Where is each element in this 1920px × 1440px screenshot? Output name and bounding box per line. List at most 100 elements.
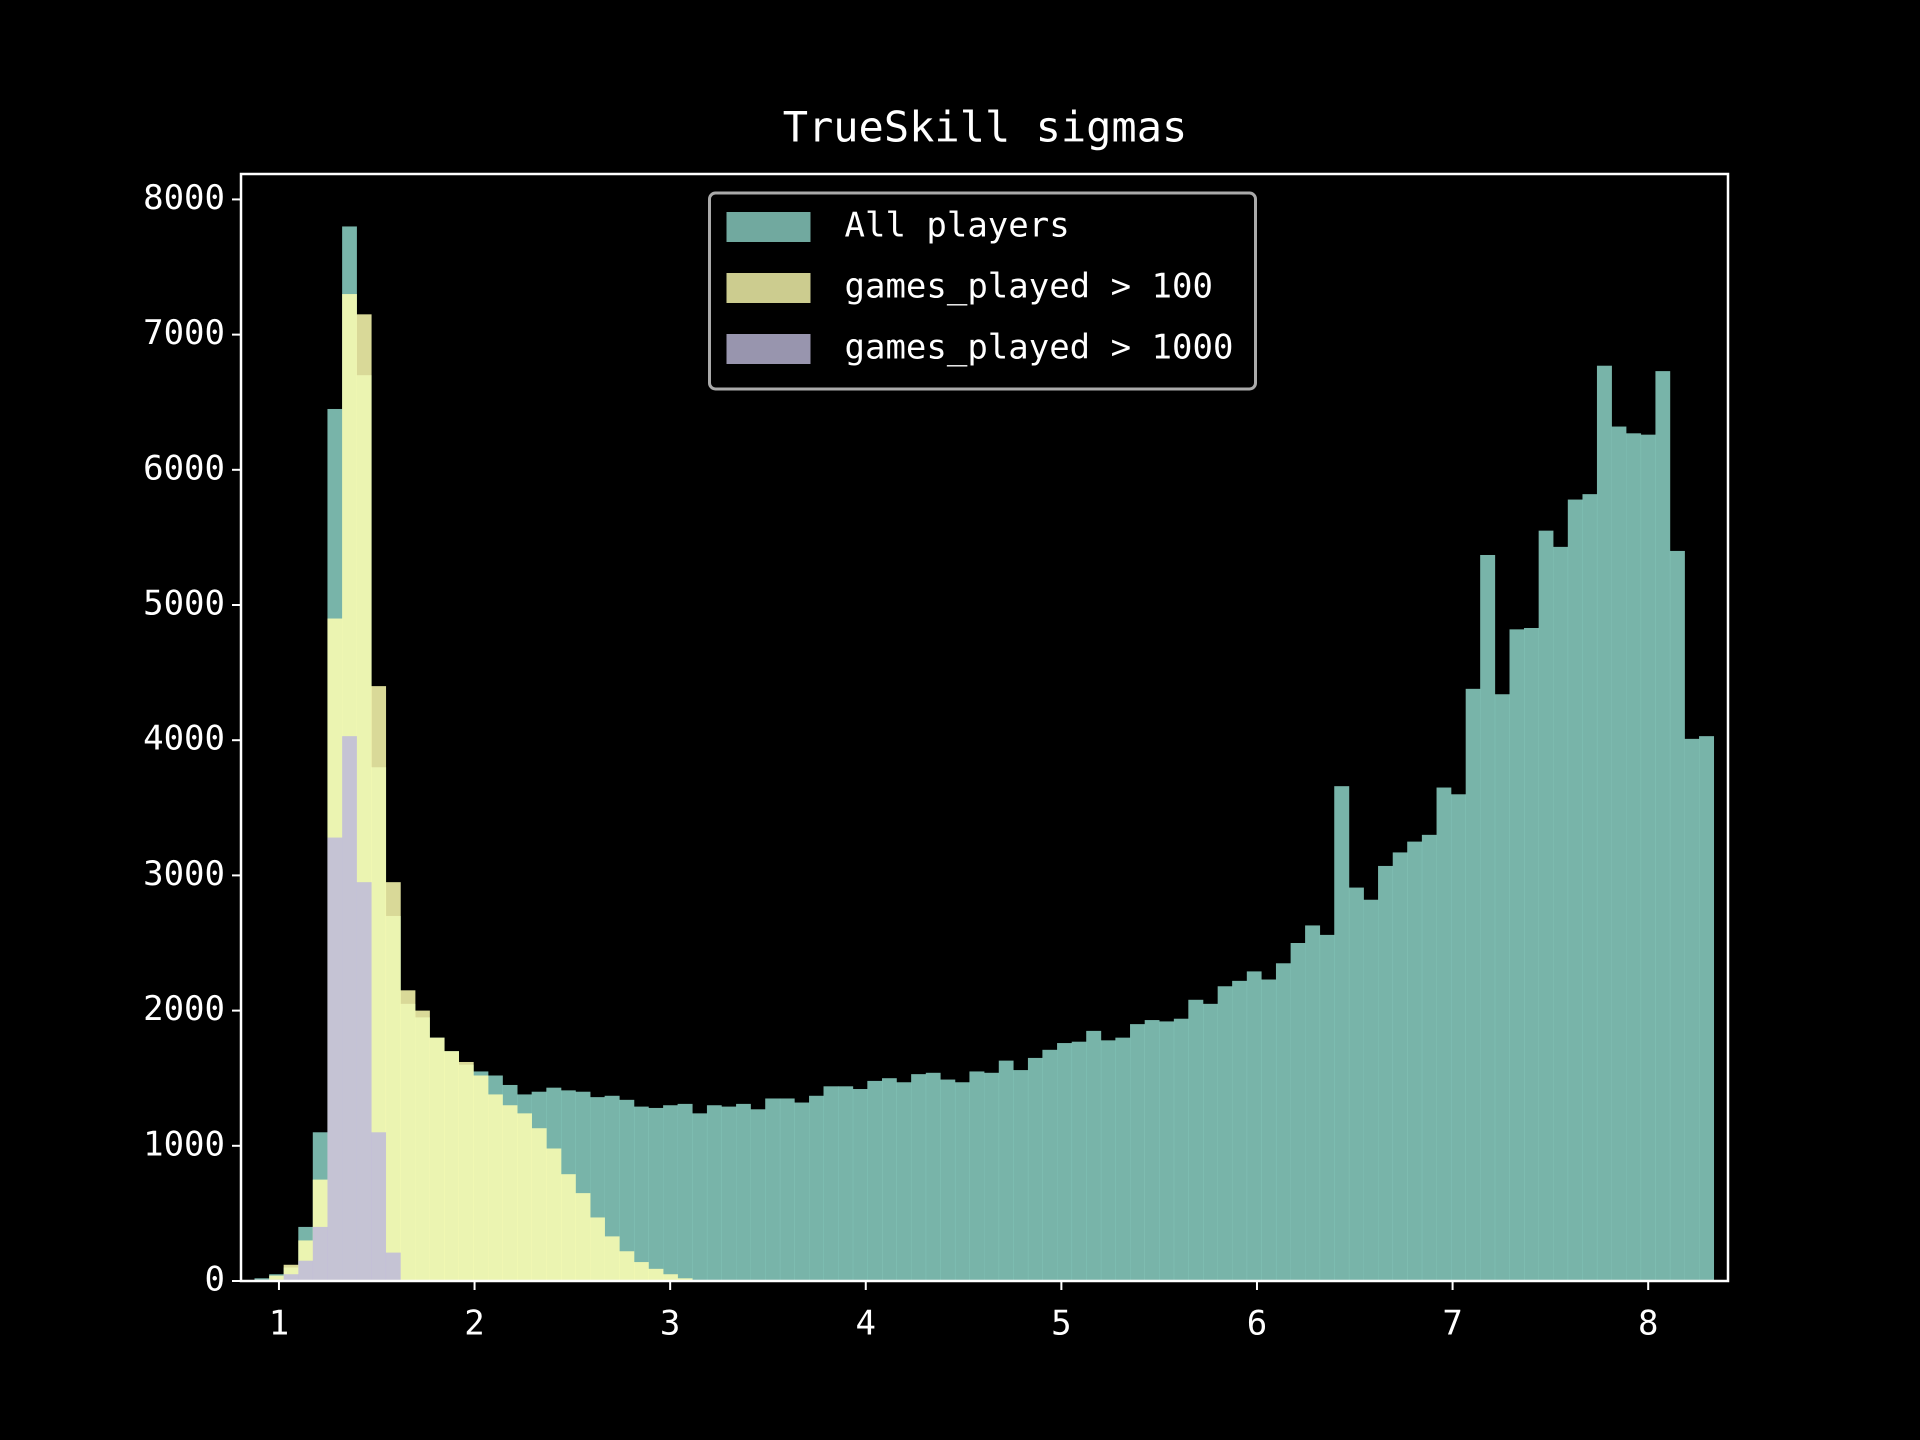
histogram-bar	[1290, 943, 1306, 1281]
histogram-bar	[1261, 979, 1277, 1281]
histogram-bar	[1509, 629, 1525, 1281]
x-tick-label: 4	[856, 1304, 876, 1344]
y-tick-label: 7000	[143, 313, 225, 353]
histogram-bar	[852, 1089, 868, 1281]
y-tick-label: 8000	[143, 178, 225, 218]
histogram-bar	[1334, 786, 1350, 1281]
histogram-bar	[1027, 1057, 1043, 1281]
histogram-bar	[1246, 971, 1262, 1281]
histogram-bar	[269, 1275, 284, 1281]
histogram-bar	[1100, 1040, 1116, 1281]
histogram-bar	[1669, 550, 1685, 1281]
x-tick-label: 8	[1638, 1304, 1658, 1344]
histogram-bar	[633, 1106, 649, 1281]
histogram-bar	[1232, 980, 1248, 1281]
x-tick-label: 2	[464, 1304, 484, 1344]
histogram-bar	[692, 1113, 708, 1281]
histogram-bar	[1042, 1049, 1058, 1281]
histogram-bar	[750, 1109, 766, 1281]
histogram-bar	[1202, 1003, 1218, 1281]
histogram-bar	[1640, 434, 1656, 1281]
histogram-bar	[575, 1193, 591, 1281]
x-tick-label: 7	[1442, 1304, 1462, 1344]
histogram-bar	[648, 1107, 664, 1281]
histogram-bar	[1013, 1070, 1029, 1281]
histogram-bar	[736, 1103, 751, 1281]
histogram-bar	[969, 1071, 985, 1281]
histogram-bar	[809, 1095, 824, 1281]
histogram-bar	[1436, 787, 1452, 1281]
histogram-bar	[444, 1051, 460, 1281]
histogram-bar	[619, 1099, 635, 1281]
histogram-bar	[1626, 433, 1642, 1282]
histogram-bar	[1086, 1030, 1102, 1281]
histogram-bar	[283, 1274, 299, 1281]
histogram-bar	[1348, 887, 1364, 1281]
legend-box	[708, 191, 1257, 391]
histogram-bar	[1582, 494, 1598, 1281]
histogram-bar	[342, 736, 357, 1281]
histogram-bar	[1699, 736, 1715, 1281]
histogram-bar	[1144, 1020, 1160, 1281]
histogram-bar	[473, 1075, 489, 1281]
histogram-bar	[1451, 794, 1466, 1281]
histogram-bar	[1130, 1024, 1146, 1281]
histogram-bar	[1363, 899, 1379, 1281]
legend-label: All players	[845, 206, 1070, 246]
histogram-bar	[1071, 1041, 1087, 1281]
histogram-bar	[998, 1060, 1014, 1281]
histogram-bar	[954, 1082, 970, 1281]
histogram-bar	[1596, 365, 1612, 1281]
histogram-bar	[1217, 986, 1233, 1281]
histogram-bar	[415, 1010, 430, 1281]
legend-swatch	[726, 273, 811, 303]
legend-label: games_played > 100	[845, 267, 1213, 307]
histogram-bar	[706, 1105, 722, 1281]
histogram-bar	[298, 1260, 314, 1281]
histogram-bar	[312, 1226, 328, 1281]
histogram-bar	[1465, 688, 1481, 1281]
histogram-bar	[1173, 1018, 1189, 1281]
histogram-bar	[327, 837, 343, 1281]
legend-swatch	[726, 212, 811, 242]
histogram-bar	[371, 1132, 387, 1281]
y-tick-label: 2000	[143, 989, 225, 1029]
histogram-bar	[823, 1086, 839, 1281]
x-tick-label: 1	[269, 1304, 289, 1344]
histogram-bar	[1378, 865, 1394, 1281]
histogram-bar	[1188, 999, 1204, 1281]
histogram-bar	[1684, 738, 1700, 1281]
histogram-bar	[663, 1274, 678, 1281]
histogram-bar	[1494, 694, 1510, 1281]
histogram-bar	[604, 1095, 620, 1281]
histogram-bar	[254, 1278, 270, 1281]
histogram-bar	[911, 1074, 927, 1281]
histogram-bar	[867, 1080, 883, 1281]
histogram-bar	[765, 1098, 781, 1281]
histogram-bar	[1611, 426, 1627, 1282]
histogram-bar	[1159, 1021, 1175, 1281]
y-tick-label: 5000	[143, 584, 225, 624]
histogram-bar	[546, 1148, 562, 1281]
y-tick-label: 1000	[143, 1124, 225, 1164]
histogram-bar	[1523, 627, 1539, 1281]
y-tick-label: 0	[205, 1260, 225, 1300]
chart-title: TrueSkill sigmas	[783, 103, 1188, 152]
histogram-bar	[531, 1128, 547, 1281]
y-tick-label: 4000	[143, 719, 225, 759]
histogram-bar	[1057, 1043, 1073, 1281]
histogram-bar	[1655, 371, 1671, 1281]
histogram-bar	[677, 1103, 693, 1281]
x-tick-label: 5	[1051, 1304, 1071, 1344]
histogram-bar	[356, 882, 372, 1281]
histogram-bar	[1305, 925, 1321, 1281]
histogram-bar	[925, 1072, 941, 1281]
histogram-bar	[1392, 852, 1408, 1281]
histogram-bar	[1319, 934, 1335, 1281]
y-tick-label: 3000	[143, 854, 225, 894]
histogram-bar	[1407, 841, 1423, 1281]
histogram-bar	[429, 1037, 445, 1281]
histogram-bar	[1538, 530, 1554, 1281]
histogram-bar	[721, 1106, 737, 1281]
